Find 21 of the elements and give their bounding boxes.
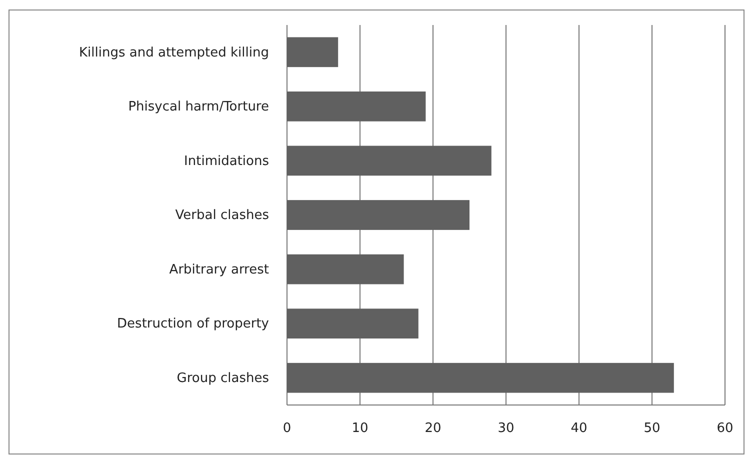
y-tick-label: Destruction of property (117, 316, 270, 332)
x-tick-label: 40 (570, 421, 588, 436)
y-tick-label: Killings and attempted killing (79, 45, 269, 60)
x-tick-label: 30 (498, 421, 514, 436)
y-tick-label: Group clashes (176, 371, 270, 386)
bar (287, 308, 418, 338)
bar (287, 92, 426, 122)
x-tick-label: 20 (424, 421, 442, 436)
y-tick-label: Intimidations (184, 154, 270, 169)
y-tick-label: Arbitrary arrest (169, 262, 269, 278)
bar (287, 362, 674, 393)
x-tick-label: 60 (716, 421, 734, 436)
x-tick-label: 10 (352, 421, 368, 436)
bar (287, 146, 492, 176)
bar (287, 200, 470, 230)
y-tick-label: Verbal clashes (175, 208, 270, 224)
bar (287, 37, 338, 68)
x-tick-label: 50 (644, 421, 660, 436)
y-tick-label: Phisycal harm/Torture (128, 100, 269, 115)
x-tick-label: 0 (282, 421, 292, 436)
bar (287, 254, 404, 284)
